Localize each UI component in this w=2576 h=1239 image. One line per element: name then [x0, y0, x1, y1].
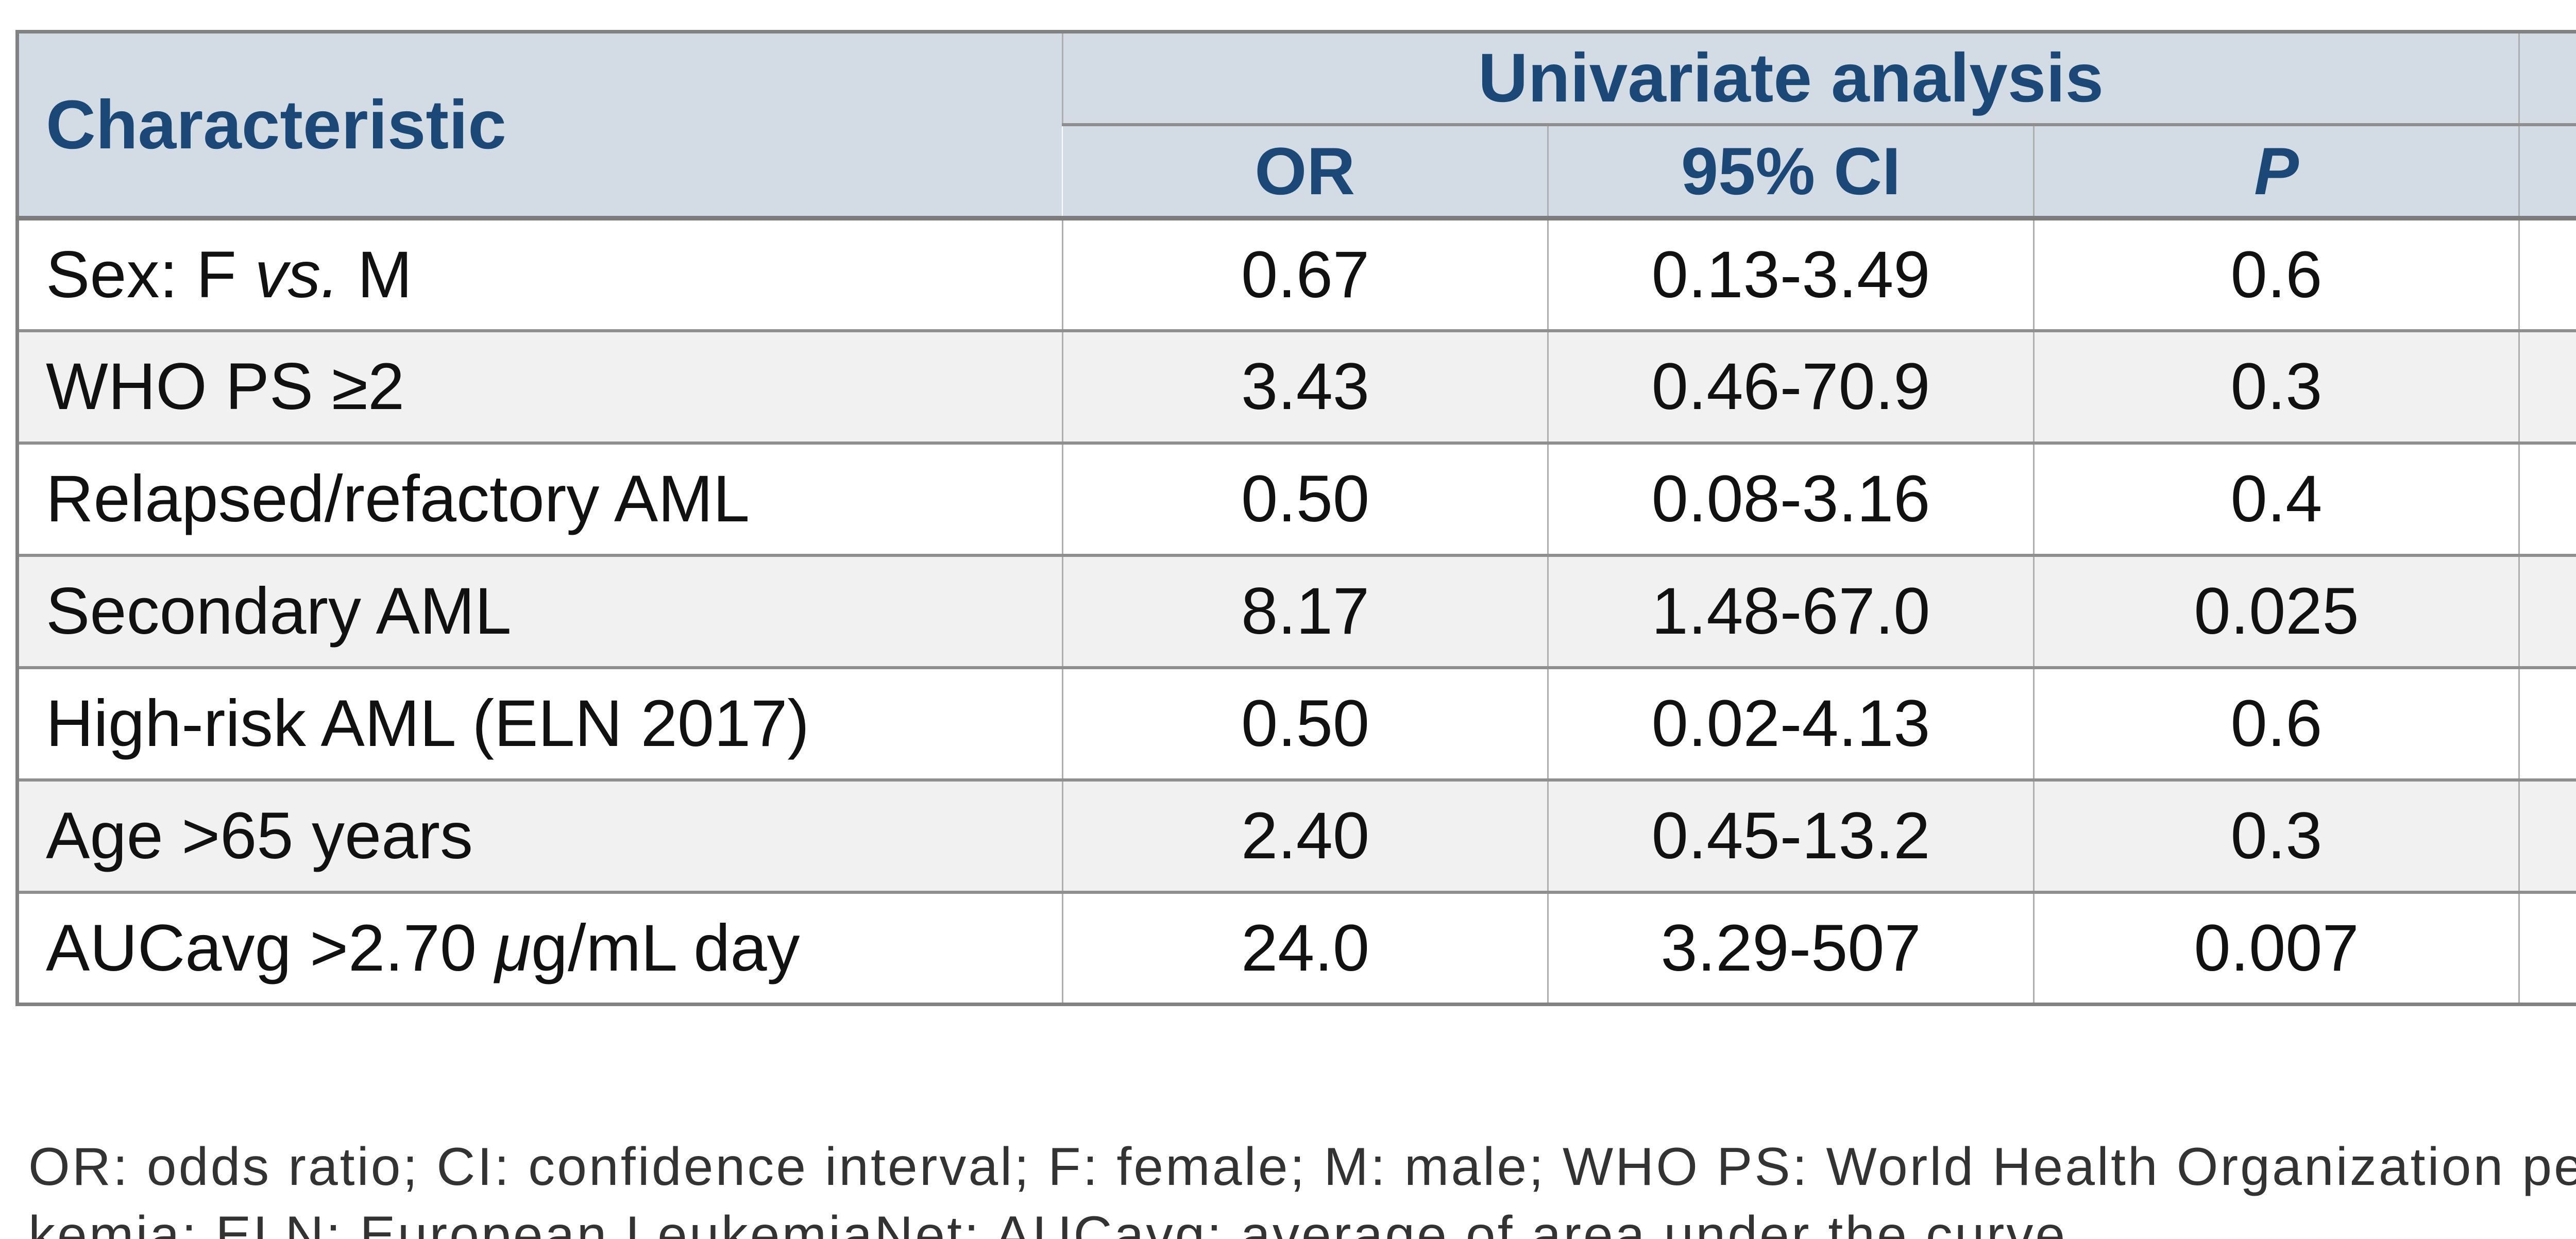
sub-header-row: OR 95% CI P OR 95% CI P [17, 124, 2576, 218]
column-header-multi-or: OR [2518, 124, 2576, 218]
group-header-univariate: Univariate analysis [1061, 31, 2519, 125]
uni-p-cell: 0.025 [2032, 555, 2519, 668]
table-row-who-ps: WHO PS ≥2 3.43 0.46-70.9 0.3 - - - [17, 330, 2576, 443]
row-label: High-risk AML (ELN 2017) [17, 667, 1063, 780]
results-table: Characteristic Univariate analysis Multi… [15, 30, 2576, 1006]
footnote-line-1: OR: odds ratio; CI: confidence interval;… [28, 1137, 2576, 1197]
row-label: Sex: F vs. M [17, 218, 1063, 331]
table-row-aucavg: AUCavg >2.70 μg/mL day 24.0 3.29-507 0.0… [17, 892, 2576, 1005]
column-header-characteristic: Characteristic [17, 31, 1063, 218]
multi-or-cell: - [2518, 779, 2576, 892]
table-row-age: Age >65 years 2.40 0.45-13.2 0.3 - - - [17, 779, 2576, 892]
uni-p-cell: 0.3 [2032, 779, 2519, 892]
uni-p-cell: 0.4 [2032, 443, 2519, 555]
multi-or-cell: - [2518, 218, 2576, 331]
uni-ci-cell: 0.13-3.49 [1547, 218, 2034, 331]
multi-or-cell: 39.8 [2518, 892, 2576, 1005]
row-label: WHO PS ≥2 [17, 330, 1063, 443]
row-label: AUCavg >2.70 μg/mL day [17, 892, 1063, 1005]
multi-or-cell: - [2518, 443, 2576, 555]
footnote-line-2: kemia; ELN: European LeukemiaNet; AUCavg… [28, 1206, 2084, 1239]
uni-ci-cell: 0.46-70.9 [1547, 330, 2034, 443]
uni-or-cell: 3.43 [1062, 330, 1548, 443]
uni-or-cell: 24.0 [1062, 892, 1548, 1005]
table-row-sex: Sex: F vs. M 0.67 0.13-3.49 0.6 - - - [17, 218, 2576, 331]
group-header-multivariate: Multivariate analysis [2518, 31, 2576, 125]
uni-ci-cell: 1.48-67.0 [1547, 555, 2034, 668]
multi-or-cell: 15.0 [2518, 555, 2576, 668]
footnote: OR: odds ratio; CI: confidence interval;… [28, 1133, 2576, 1239]
table-row-relapsed: Relapsed/refactory AML 0.50 0.08-3.16 0.… [17, 443, 2576, 555]
row-label: Secondary AML [17, 555, 1063, 668]
table-row-secondary-aml: Secondary AML 8.17 1.48-67.0 0.025 15.0 … [17, 555, 2576, 668]
table-row-high-risk: High-risk AML (ELN 2017) 0.50 0.02-4.13 … [17, 667, 2576, 780]
column-header-uni-ci: 95% CI [1547, 124, 2034, 218]
table-header: Characteristic Univariate analysis Multi… [17, 31, 2576, 218]
uni-p-cell: 0.6 [2032, 218, 2519, 331]
uni-or-cell: 2.40 [1062, 779, 1548, 892]
column-header-uni-p: P [2032, 124, 2519, 218]
uni-or-cell: 0.67 [1062, 218, 1548, 331]
uni-or-cell: 0.50 [1062, 443, 1548, 555]
uni-p-cell: 0.6 [2032, 667, 2519, 780]
row-label: Relapsed/refactory AML [17, 443, 1063, 555]
column-header-uni-or: OR [1062, 124, 1548, 218]
uni-ci-cell: 0.02-4.13 [1547, 667, 2034, 780]
uni-or-cell: 8.17 [1062, 555, 1548, 668]
row-label: Age >65 years [17, 779, 1063, 892]
uni-ci-cell: 0.45-13.2 [1547, 779, 2034, 892]
multi-or-cell: - [2518, 330, 2576, 443]
uni-p-cell: 0.3 [2032, 330, 2519, 443]
uni-ci-cell: 3.29-507 [1547, 892, 2034, 1005]
group-header-row: Characteristic Univariate analysis Multi… [17, 31, 2576, 218]
multi-or-cell: - [2518, 667, 2576, 780]
uni-p-cell: 0.007 [2032, 892, 2519, 1005]
uni-or-cell: 0.50 [1062, 667, 1548, 780]
uni-ci-cell: 0.08-3.16 [1547, 443, 2034, 555]
